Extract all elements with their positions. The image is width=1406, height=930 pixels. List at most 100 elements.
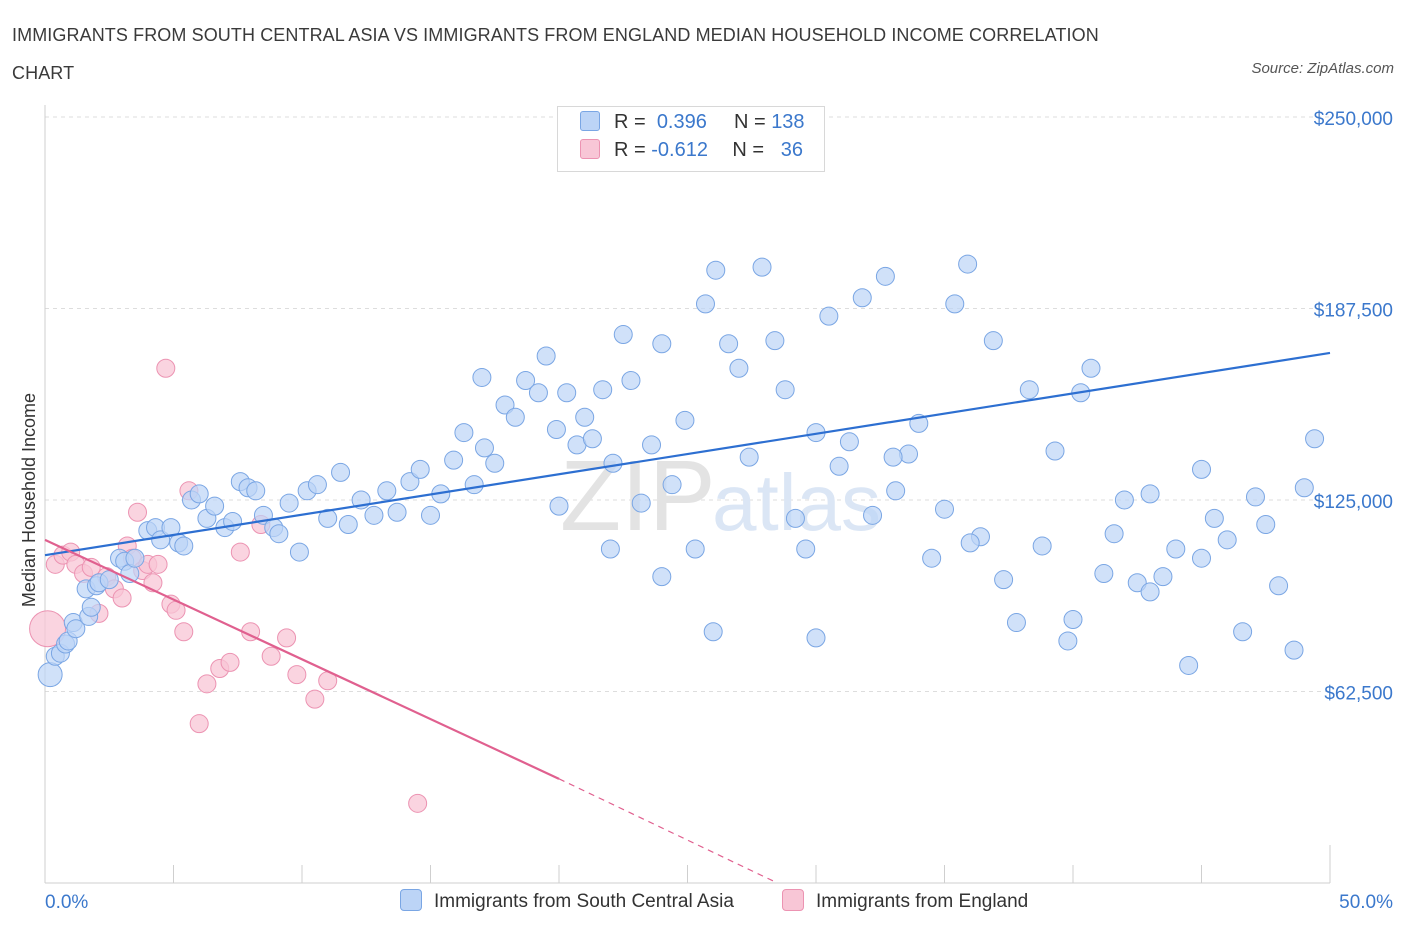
bottom-legend-label-1: Immigrants from South Central Asia xyxy=(434,891,734,912)
point-south-central-asia xyxy=(1006,613,1026,633)
point-south-central-asia xyxy=(662,475,682,495)
point-south-central-asia xyxy=(1094,564,1114,584)
point-south-central-asia xyxy=(410,459,430,479)
point-england xyxy=(174,622,194,642)
point-england xyxy=(408,793,428,813)
point-england xyxy=(197,674,217,694)
point-south-central-asia xyxy=(338,515,358,535)
point-south-central-asia xyxy=(796,539,816,559)
point-england xyxy=(112,588,132,608)
point-south-central-asia xyxy=(1284,640,1304,660)
point-south-central-asia xyxy=(983,331,1003,351)
point-south-central-asia xyxy=(161,518,181,538)
point-england xyxy=(189,714,209,734)
point-south-central-asia xyxy=(642,435,662,455)
point-south-central-asia xyxy=(546,420,566,440)
y-tick-label-3: $250,000 xyxy=(1314,109,1393,130)
point-south-central-asia xyxy=(495,395,515,415)
point-south-central-asia xyxy=(603,453,623,473)
point-south-central-asia xyxy=(81,597,101,617)
point-south-central-asia xyxy=(752,257,772,277)
x-tick-label-1: 50.0% xyxy=(1339,892,1393,913)
point-south-central-asia xyxy=(886,481,906,501)
point-south-central-asia xyxy=(1032,536,1052,556)
legend-n-label: N = xyxy=(732,139,765,161)
chart-source: Source: ZipAtlas.com xyxy=(1251,60,1394,77)
point-south-central-asia xyxy=(899,444,919,464)
point-south-central-asia xyxy=(685,539,705,559)
point-south-central-asia xyxy=(1204,508,1224,528)
point-south-central-asia xyxy=(1153,567,1173,587)
legend-n-value-2: 36 xyxy=(780,139,803,161)
point-south-central-asia xyxy=(557,383,577,403)
point-south-central-asia xyxy=(1166,539,1186,559)
point-south-central-asia xyxy=(246,481,266,501)
point-south-central-asia xyxy=(454,423,474,443)
point-south-central-asia xyxy=(945,294,965,314)
point-south-central-asia xyxy=(364,505,384,525)
point-south-central-asia xyxy=(289,542,309,562)
point-south-central-asia xyxy=(719,334,739,354)
point-south-central-asia xyxy=(922,548,942,568)
point-south-central-asia xyxy=(631,493,651,513)
point-south-central-asia xyxy=(1114,490,1134,510)
point-south-central-asia xyxy=(958,254,978,274)
y-axis-title: Median Household Income xyxy=(19,393,39,607)
legend-r-label: R = xyxy=(614,139,646,161)
point-south-central-asia xyxy=(472,367,492,387)
point-south-central-asia xyxy=(1294,478,1314,498)
point-south-central-asia xyxy=(1058,631,1078,651)
point-south-central-asia xyxy=(125,548,145,568)
point-south-central-asia xyxy=(1104,524,1124,544)
point-south-central-asia xyxy=(600,539,620,559)
point-south-central-asia xyxy=(613,325,633,345)
legend-row-south-central-asia: R = 0.396 N = 138 xyxy=(580,111,805,139)
point-south-central-asia xyxy=(66,619,86,639)
point-south-central-asia xyxy=(935,499,954,519)
point-south-central-asia xyxy=(994,570,1014,590)
point-south-central-asia xyxy=(464,475,484,495)
point-england xyxy=(128,502,148,522)
y-tick-labels: $62,500 $125,000 $187,500 $250,000 xyxy=(1314,109,1393,705)
legend-swatch-blue xyxy=(580,111,600,131)
point-south-central-asia xyxy=(775,380,795,400)
point-south-central-asia xyxy=(652,334,672,354)
point-south-central-asia xyxy=(703,622,723,642)
point-england xyxy=(148,554,168,574)
point-south-central-asia xyxy=(536,346,556,366)
point-south-central-asia xyxy=(400,472,420,492)
legend-swatch-pink xyxy=(580,139,600,159)
trendlines xyxy=(44,351,1331,884)
point-south-central-asia xyxy=(960,533,980,553)
point-south-central-asia xyxy=(505,407,525,427)
trendline-england xyxy=(44,538,560,780)
bottom-legend-england: Immigrants from England xyxy=(782,889,1028,913)
point-south-central-asia xyxy=(839,432,859,452)
legend-r-value-1: 0.396 xyxy=(656,111,707,133)
point-south-central-asia xyxy=(318,508,338,528)
correlation-legend: R = 0.396 N = 138 R = -0.612 N = 36 xyxy=(557,106,825,172)
point-south-central-asia xyxy=(695,294,715,314)
point-south-central-asia xyxy=(1045,441,1065,461)
point-south-central-asia xyxy=(1140,582,1160,602)
x-tick-labels: 0.0% 50.0% xyxy=(45,892,1393,913)
point-south-central-asia xyxy=(377,481,397,501)
point-south-central-asia xyxy=(582,429,602,449)
point-south-central-asia xyxy=(528,383,548,403)
trendline-south-central-asia xyxy=(44,351,1331,557)
point-south-central-asia xyxy=(806,628,826,648)
point-south-central-asia xyxy=(1217,530,1237,550)
point-england xyxy=(261,646,281,666)
point-south-central-asia xyxy=(621,371,641,391)
point-south-central-asia xyxy=(1305,429,1325,449)
point-south-central-asia xyxy=(739,447,759,467)
point-south-central-asia xyxy=(205,496,225,516)
point-south-central-asia xyxy=(593,380,613,400)
point-south-central-asia xyxy=(1127,573,1147,593)
point-south-central-asia xyxy=(1233,622,1253,642)
chart-title: IMMIGRANTS FROM SOUTH CENTRAL ASIA VS IM… xyxy=(12,25,1099,83)
point-south-central-asia xyxy=(1081,358,1101,378)
y-tick-label-1: $125,000 xyxy=(1314,492,1393,513)
bottom-legend-swatch-blue xyxy=(400,889,422,911)
bottom-legend-label-2: Immigrants from England xyxy=(816,891,1029,912)
